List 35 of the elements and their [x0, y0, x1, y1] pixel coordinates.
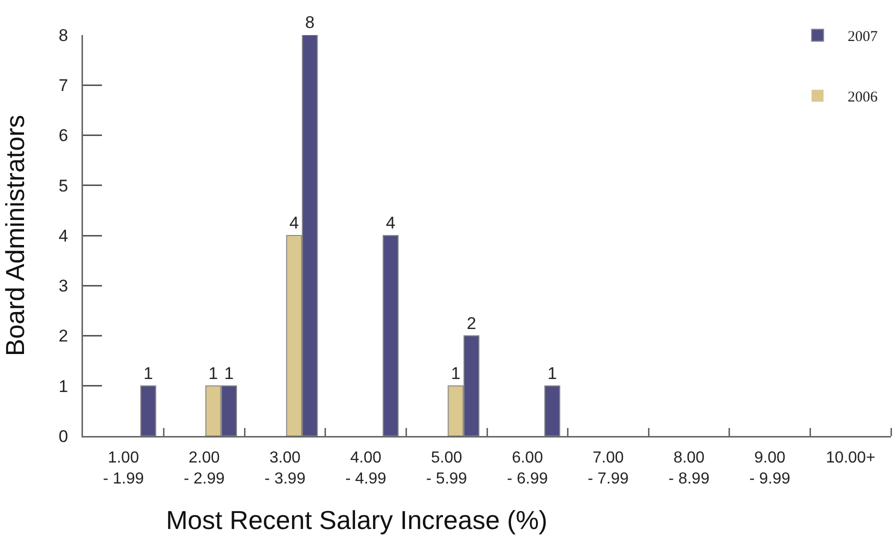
y-tick-label: 5: [58, 176, 68, 196]
x-tick-label: 3.00 - 3.99: [264, 450, 306, 488]
y-tick-label: 2: [58, 326, 68, 346]
y-tick-label: 1: [58, 376, 68, 396]
x-tick-label: 5.00 - 5.99: [426, 450, 468, 488]
x-tick-label: 6.00 - 6.99: [506, 450, 548, 488]
data-label: 1: [548, 364, 557, 383]
y-tick-label: 6: [58, 126, 68, 146]
y-tick-label: 8: [58, 26, 68, 45]
legend-label: 2006: [848, 90, 878, 106]
x-tick-label: 10.00+: [826, 450, 876, 467]
bar: [544, 385, 560, 436]
data-label: 1: [144, 364, 153, 383]
x-tick-label: 9.00 - 9.99: [749, 450, 790, 488]
bar: [140, 385, 156, 436]
x-tick-label: 7.00 - 7.99: [588, 450, 629, 488]
x-axis-title: Most Recent Salary Increase (%): [166, 505, 548, 535]
data-label: 1: [450, 364, 460, 383]
y-tick-label: 7: [58, 76, 68, 96]
x-tick-label: 2.00 - 2.99: [184, 450, 225, 488]
y-axis-title: Board Administrators: [0, 114, 30, 356]
y-tick-label: 0: [58, 426, 68, 446]
x-tick-label: 4.00 - 4.99: [345, 450, 386, 488]
data-label: 8: [305, 13, 315, 32]
x-tick-label: 1.00 - 1.99: [102, 450, 144, 488]
bar: [382, 235, 399, 436]
x-tick-label: 8.00 - 8.99: [668, 450, 710, 488]
data-label: 4: [386, 214, 396, 232]
data-label: 2: [466, 314, 476, 333]
data-label: 1: [208, 364, 218, 383]
data-label: 4: [289, 214, 299, 232]
y-tick-label: 3: [58, 276, 68, 296]
data-label: 1: [224, 364, 234, 383]
y-tick-label: 4: [58, 226, 68, 246]
legend-label: 2007: [848, 29, 878, 46]
